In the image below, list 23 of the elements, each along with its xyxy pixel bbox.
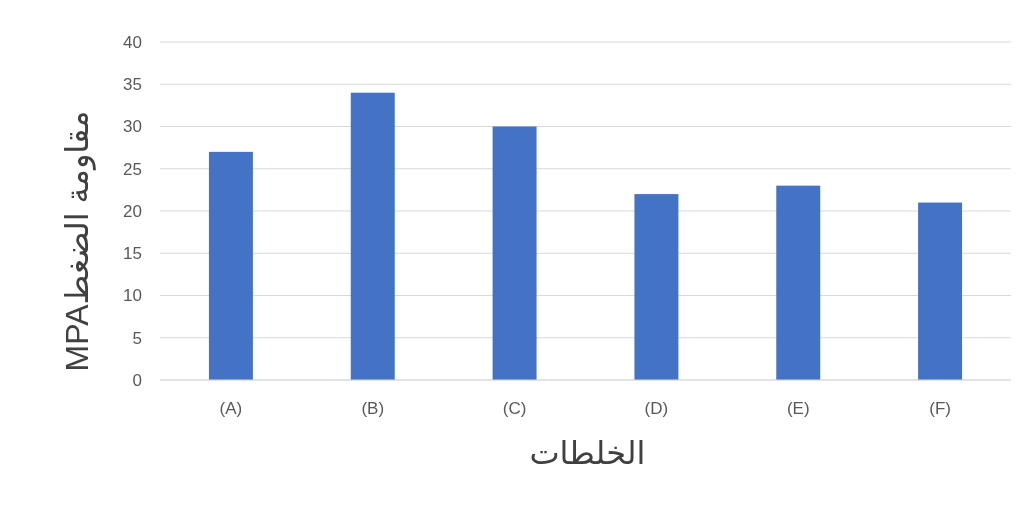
y-tick-label: 40 — [123, 32, 142, 52]
y-axis-title: مقاومة الضغطMPA — [59, 110, 96, 372]
y-tick-label: 25 — [123, 159, 142, 179]
y-tick-label: 15 — [123, 244, 142, 264]
x-tick-label: (F) — [929, 399, 951, 418]
y-tick-label: 35 — [123, 75, 142, 95]
y-tick-label: 5 — [132, 328, 142, 348]
bar — [350, 92, 395, 380]
x-tick-label: (C) — [502, 399, 527, 418]
x-tick-label: (A) — [219, 399, 243, 418]
y-tick-label: 20 — [123, 201, 142, 221]
y-tick-label: 30 — [123, 117, 142, 137]
bar — [492, 126, 537, 380]
x-tick-label: (E) — [786, 399, 810, 418]
x-axis-title: الخلطات — [529, 435, 646, 471]
bar — [918, 202, 963, 380]
bar — [208, 151, 253, 380]
bar — [634, 194, 679, 380]
y-tick-label: 0 — [132, 370, 142, 390]
y-tick-label: 10 — [123, 286, 142, 306]
x-tick-label: (D) — [644, 399, 669, 418]
bar — [776, 185, 821, 380]
x-tick-label: (B) — [361, 399, 385, 418]
